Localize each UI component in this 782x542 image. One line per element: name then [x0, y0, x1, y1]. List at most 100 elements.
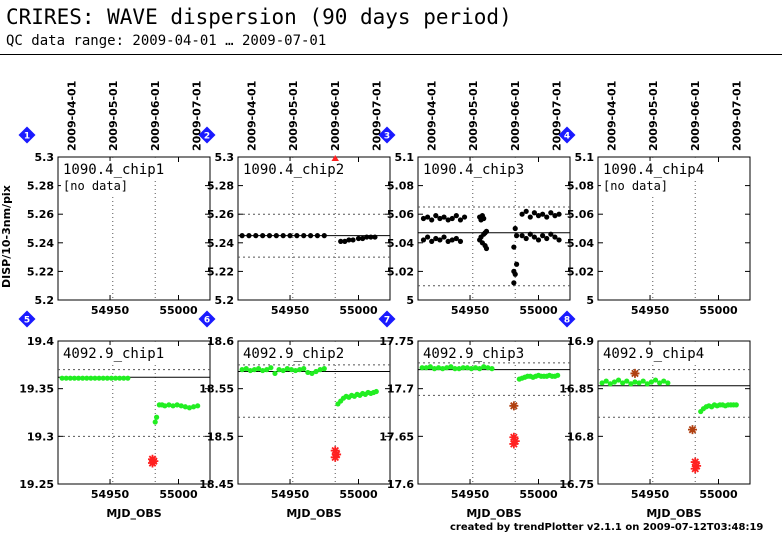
- panel-3: 5 5.02 5.04 5.06 5.08 5.1 54950 55000 2009-04-01…: [378, 81, 571, 317]
- y-tick-label: 19.25: [19, 478, 54, 491]
- panel-title: 4092.9_chip1: [63, 346, 164, 362]
- data-point: [195, 403, 201, 409]
- chart-subtitle: QC data range: 2009-04-01 … 2009-07-01: [6, 33, 327, 49]
- data-point: [332, 449, 342, 459]
- data-point: [355, 235, 362, 242]
- data-point: [247, 367, 253, 374]
- data-point: [640, 378, 646, 384]
- y-tick-label: 5.2: [35, 294, 55, 307]
- data-point: [424, 234, 431, 240]
- data-point: [523, 208, 529, 214]
- data-point: [166, 402, 172, 408]
- data-point: [268, 365, 274, 371]
- data-point: [125, 375, 131, 381]
- panel-6: 18.45 18.5 18.55 18.6 54950 55000 6 4092.9_chip…: [198, 310, 391, 520]
- y-tick-label: 5.3: [215, 151, 235, 164]
- data-point: [628, 381, 634, 387]
- y-tick-label: 17.7: [387, 383, 414, 396]
- x-axis-label: MJD_OBS: [646, 507, 701, 520]
- data-point: [690, 464, 700, 474]
- data-point: [457, 217, 464, 223]
- y-tick-label: 19.4: [27, 335, 54, 348]
- data-point: [80, 375, 86, 381]
- data-point: [483, 228, 490, 234]
- x-tick-label: 54950: [91, 488, 130, 501]
- data-point: [468, 366, 475, 372]
- header-divider: [0, 54, 782, 55]
- data-point: [287, 233, 293, 239]
- data-point: [509, 432, 519, 442]
- x-tick-label: 55000: [159, 488, 198, 501]
- x-tick-label: 54950: [451, 304, 490, 317]
- data-point: [513, 233, 520, 239]
- data-point: [372, 234, 378, 240]
- x-tick-label: 55000: [339, 488, 378, 501]
- panel-number-badge-icon: [558, 310, 576, 328]
- panel-number: 7: [384, 316, 390, 326]
- data-point: [431, 366, 438, 372]
- y-tick-label: 17.75: [379, 335, 414, 348]
- data-point: [437, 215, 443, 222]
- data-point: [733, 402, 739, 408]
- date-tick-label: 2009-05-01: [287, 81, 300, 151]
- data-point: [511, 244, 517, 250]
- data-point: [483, 245, 490, 252]
- data-point: [272, 370, 278, 377]
- data-point: [264, 367, 270, 373]
- data-point: [246, 233, 252, 239]
- panel-number-badge-icon: [198, 310, 216, 328]
- data-point: [239, 233, 245, 239]
- data-point: [692, 461, 702, 471]
- y-tick-label: 5.2: [215, 294, 235, 307]
- data-point: [71, 375, 78, 381]
- date-tick-label: 2009-06-01: [509, 81, 522, 151]
- data-point: [288, 367, 295, 373]
- panel-title: 4092.9_chip3: [423, 346, 524, 362]
- data-point: [178, 403, 184, 409]
- x-tick-label: 55000: [519, 488, 558, 501]
- data-point: [59, 375, 65, 381]
- data-point: [665, 380, 671, 386]
- data-point: [346, 237, 352, 243]
- y-tick-label: 18.55: [199, 383, 234, 396]
- data-point: [313, 368, 319, 375]
- data-point: [648, 379, 655, 385]
- data-point: [433, 235, 439, 242]
- panel-5: 19.25 19.3 19.35 19.4 54950 55000 5 4092.9_chip…: [18, 310, 211, 520]
- data-point: [307, 233, 314, 239]
- data-point: [449, 215, 455, 222]
- y-tick-label: 5.04: [387, 237, 414, 250]
- data-point: [509, 401, 519, 411]
- panel-frame: [417, 156, 571, 301]
- data-point: [360, 235, 366, 242]
- data-point: [100, 375, 106, 381]
- y-tick-label: 5.22: [27, 265, 54, 278]
- date-tick-label: 2009-06-01: [329, 81, 342, 151]
- date-tick-label: 2009-06-01: [149, 81, 162, 151]
- data-point: [280, 233, 286, 239]
- data-point: [330, 446, 340, 456]
- data-point: [456, 366, 462, 372]
- data-point: [104, 375, 110, 381]
- data-point: [251, 367, 258, 373]
- y-tick-label: 19.35: [19, 383, 54, 396]
- panel-frame: [57, 156, 211, 301]
- data-point: [364, 234, 370, 240]
- y-tick-label: 18.45: [199, 478, 234, 491]
- data-point: [661, 378, 667, 384]
- y-tick-label: 16.9: [567, 335, 594, 348]
- y-tick-label: 5: [406, 294, 414, 307]
- x-axis-label: MJD_OBS: [106, 507, 161, 520]
- y-tick-label: 16.8: [567, 430, 594, 443]
- panel-no-data-note: [no data]: [63, 179, 128, 193]
- data-point: [544, 235, 550, 242]
- y-tick-label: 5.28: [207, 180, 234, 193]
- data-point: [607, 381, 613, 387]
- data-point: [552, 213, 558, 219]
- data-point: [373, 388, 379, 395]
- data-point: [531, 234, 537, 240]
- data-point: [519, 233, 525, 239]
- data-point: [63, 375, 69, 381]
- x-tick-label: 55000: [519, 304, 558, 317]
- panel-2: 5.2 5.22 5.24 5.26 5.28 5.3 54950 55000 2009-04-…: [198, 81, 391, 317]
